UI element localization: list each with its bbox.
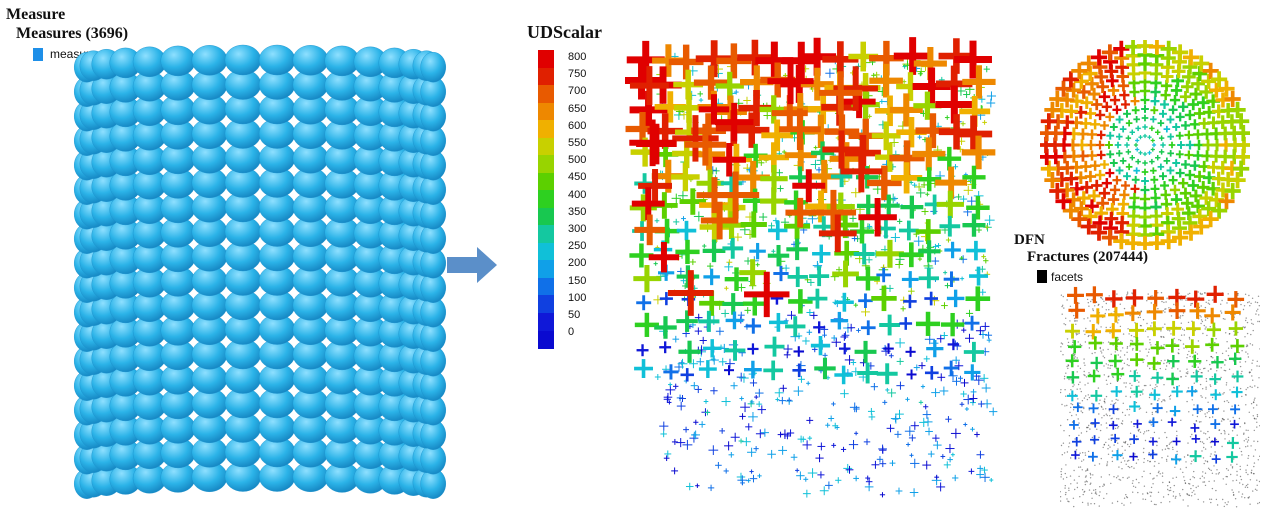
arrow-right-icon — [447, 247, 497, 283]
measure-legend-swatch — [33, 48, 43, 61]
facets-legend-label: facets — [1051, 270, 1084, 284]
facets-legend-swatch — [1037, 270, 1047, 283]
colorbar-segment — [538, 225, 554, 244]
colorbar-tick-label: 0 — [568, 326, 575, 339]
colorbar-title: UDScalar — [527, 22, 602, 42]
colorbar-segment — [538, 67, 554, 86]
colorbar-segment — [538, 85, 554, 104]
colorbar-segment — [538, 120, 554, 139]
dfn-facets-view — [1060, 285, 1260, 508]
measure-title: Measure — [6, 6, 66, 23]
colorbar-tick-label: 150 — [568, 274, 587, 287]
dfn-title: DFN — [1014, 232, 1045, 248]
colorbar-tick-label: 100 — [568, 291, 587, 304]
colorbar-segment — [538, 102, 554, 121]
colorbar-tick-label: 550 — [568, 137, 587, 149]
colorbar-tick-label: 50 — [568, 309, 581, 321]
colorbar-tick-label: 200 — [568, 257, 587, 270]
colorbar-tick-label: 650 — [568, 102, 587, 115]
fracture-network-top-view — [1040, 40, 1250, 250]
colorbar-segment — [538, 172, 554, 191]
colorbar-segment — [538, 312, 554, 331]
colorbar-segment — [538, 242, 554, 261]
measure-sphere-cylinder — [73, 44, 447, 499]
colorbar-tick-label: 700 — [568, 85, 587, 98]
colorbar — [538, 50, 554, 349]
colorbar-tick-label: 500 — [568, 154, 587, 167]
colorbar-segment — [538, 260, 554, 279]
colorbar-segment — [538, 207, 554, 226]
colorbar-segment — [538, 155, 554, 174]
fracture-network-side-view — [625, 37, 998, 498]
colorbar-segment — [538, 190, 554, 209]
fractures-count-label: Fractures (207444) — [1027, 249, 1148, 265]
colorbar-tick-label: 400 — [568, 188, 587, 201]
colorbar-segment — [538, 137, 554, 156]
colorbar-tick-label: 750 — [568, 68, 587, 81]
colorbar-tick-label: 250 — [568, 240, 587, 253]
colorbar-tick-label: 450 — [568, 171, 587, 184]
measures-count-label: Measures (3696) — [16, 25, 129, 42]
colorbar-tick-label: 300 — [568, 223, 587, 235]
colorbar-segment — [538, 295, 554, 314]
colorbar-segment — [538, 277, 554, 296]
colorbar-segment — [538, 330, 554, 349]
colorbar-segment — [538, 50, 554, 68]
colorbar-tick-label: 600 — [568, 119, 587, 132]
colorbar-tick-label: 800 — [568, 51, 587, 63]
colorbar-tick-label: 350 — [568, 205, 587, 218]
